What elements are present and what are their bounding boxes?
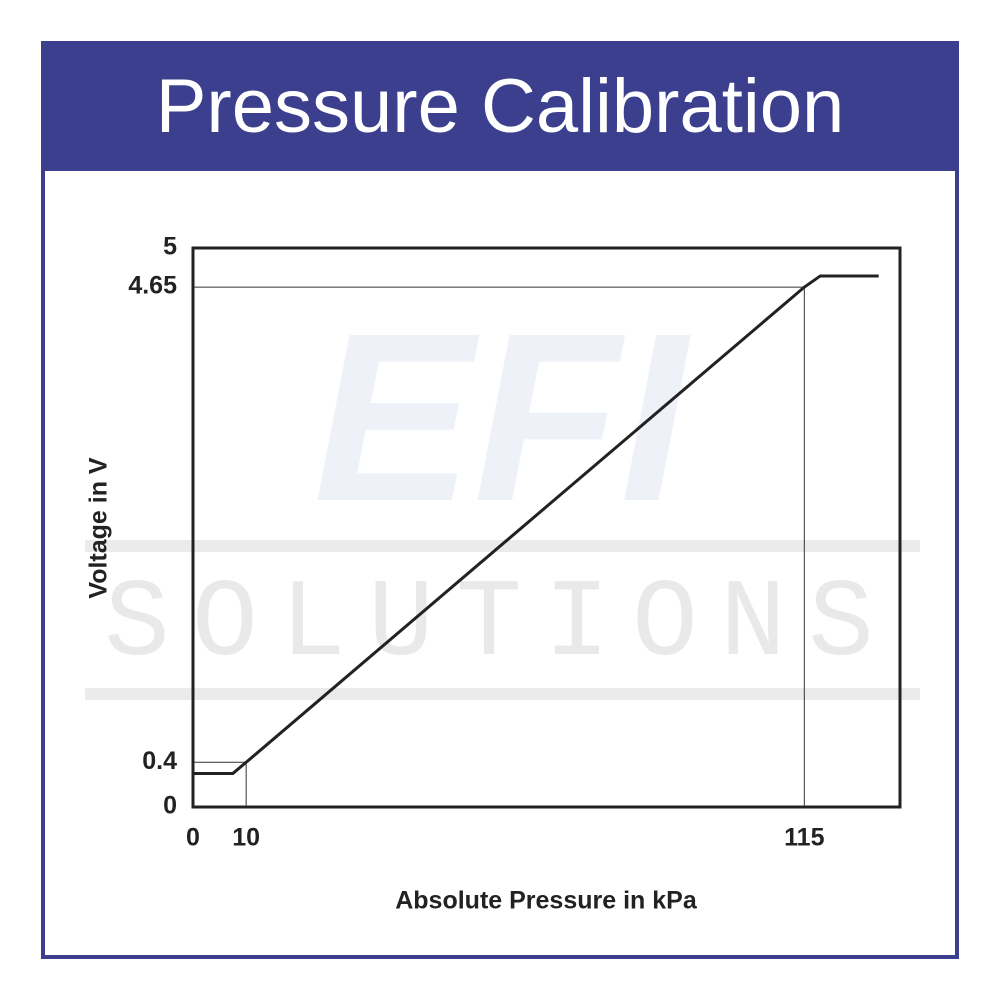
x-tick-label: 0	[186, 824, 200, 852]
watermark-rule	[85, 688, 920, 700]
y-tick-label: 0	[163, 792, 177, 820]
y-tick-label: 0.4	[142, 747, 177, 775]
watermark-text: SOLUTIONS	[104, 563, 896, 688]
x-tick-label: 10	[232, 824, 260, 852]
y-axis-label: Voltage in V	[85, 457, 113, 599]
x-axis-label: Absolute Pressure in kPa	[395, 887, 698, 915]
y-tick-label: 4.65	[128, 272, 177, 300]
x-tick-label: 115	[784, 824, 824, 852]
header-band	[43, 43, 957, 171]
y-tick-label: 5	[163, 233, 177, 261]
chart-title: Pressure Calibration	[156, 64, 845, 149]
plot-frame	[191, 246, 902, 809]
watermark-logo: EFI	[313, 283, 691, 551]
data-line	[193, 274, 879, 775]
